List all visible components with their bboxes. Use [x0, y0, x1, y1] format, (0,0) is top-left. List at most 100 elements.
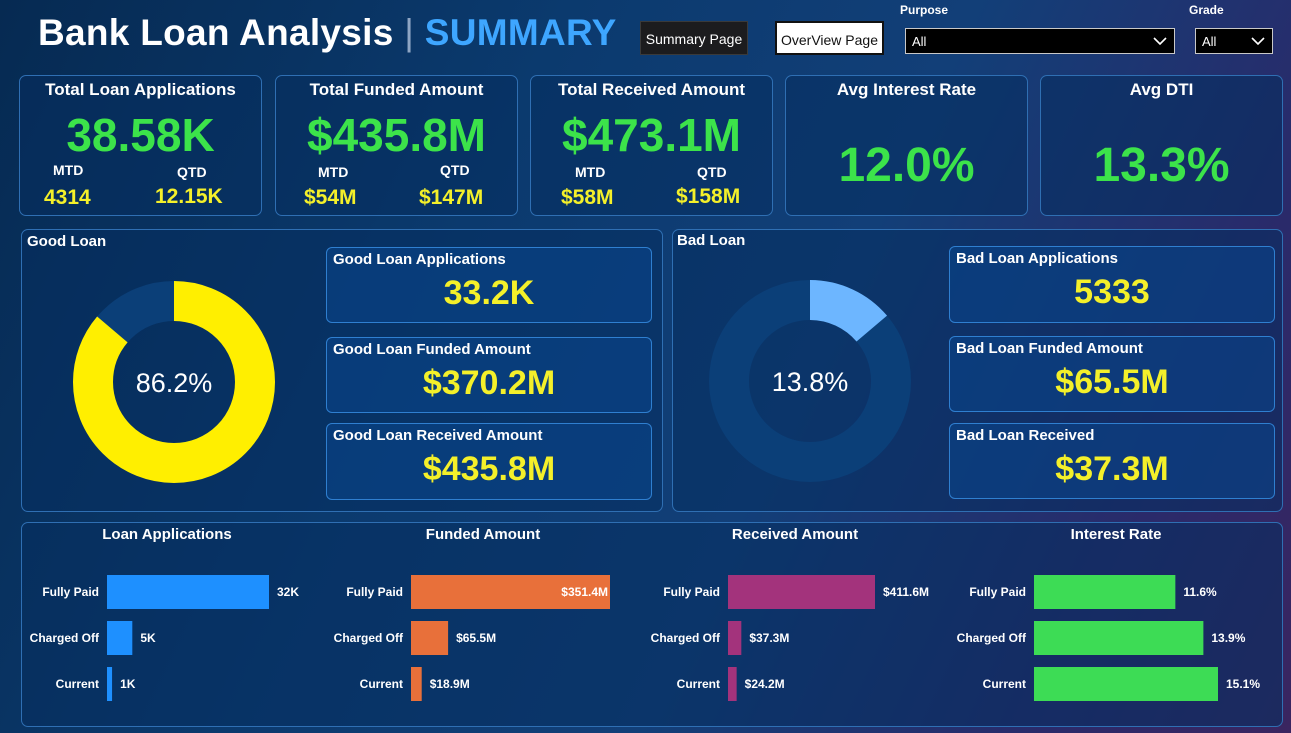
data-label: 15.1% — [1226, 677, 1260, 691]
sub-card-title: Bad Loan Funded Amount — [956, 340, 1143, 357]
data-label: $18.9M — [430, 677, 470, 691]
qtd-value: $147M — [419, 186, 484, 209]
kpi-value: $435.8M — [306, 109, 486, 161]
bar[interactable] — [107, 575, 269, 609]
category-label: Fully Paid — [42, 585, 99, 599]
data-label: 32K — [277, 585, 299, 599]
qtd-value: 12.15K — [155, 185, 223, 208]
mtd-label: MTD — [575, 164, 606, 180]
sub-card-value: $435.8M — [422, 450, 556, 488]
donut-center-label: 13.8% — [772, 367, 849, 397]
kpi-title: Avg DTI — [1129, 80, 1194, 99]
purpose-filter-label: Purpose — [900, 3, 949, 17]
data-label: $351.4M — [561, 585, 608, 599]
title-separator: | — [404, 12, 415, 53]
kpi-value: 38.58K — [66, 109, 215, 161]
kpi-title: Avg Interest Rate — [836, 80, 977, 99]
chart-title: Loan Applications — [102, 526, 232, 543]
sub-card-title: Bad Loan Applications — [956, 250, 1118, 267]
data-label: 1K — [120, 677, 136, 691]
category-label: Fully Paid — [663, 585, 720, 599]
sub-card-value: $370.2M — [422, 364, 556, 402]
category-label: Current — [56, 677, 99, 691]
status-bar-charts: Fully Paid 32K Charged Off 5K Current 1K Fully… — [30, 575, 1260, 701]
bar[interactable] — [1034, 667, 1218, 701]
sub-card-title: Good Loan Received Amount — [333, 427, 543, 444]
data-label: $24.2M — [745, 677, 785, 691]
bad-loan-donut: 13.8% — [709, 280, 911, 482]
kpi-value: 12.0% — [838, 139, 975, 192]
bad-loan-applications-card: Bad Loan Applications 5333 — [949, 246, 1275, 323]
bar[interactable] — [1034, 621, 1204, 655]
sub-card-title: Bad Loan Received — [956, 427, 1095, 444]
sub-card-title: Good Loan Applications — [333, 251, 506, 268]
mtd-value: $54M — [304, 186, 357, 209]
bar[interactable] — [107, 667, 113, 701]
data-label: 13.9% — [1211, 631, 1245, 645]
overview-page-button[interactable]: OverView Page — [775, 21, 884, 55]
bar[interactable] — [728, 621, 742, 655]
sub-card-value: 5333 — [1074, 273, 1150, 311]
donut-fill-ring — [73, 281, 275, 483]
bar[interactable] — [411, 667, 422, 701]
sub-card-value: 33.2K — [443, 274, 535, 312]
grade-filter-label: Grade — [1189, 3, 1224, 17]
donut-fill-ring — [709, 280, 911, 482]
status-charts-panel: Loan Applications Funded Amount Received… — [21, 522, 1283, 727]
good-loan-funded-card: Good Loan Funded Amount $370.2M — [326, 337, 652, 413]
mtd-value: $58M — [561, 186, 614, 209]
panel-title: Good Loan — [27, 233, 107, 250]
kpi-value: 13.3% — [1093, 139, 1230, 192]
mtd-label: MTD — [318, 164, 349, 180]
data-label: 11.6% — [1183, 585, 1217, 599]
title-main: Bank Loan Analysis — [38, 12, 394, 53]
qtd-value: $158M — [676, 185, 741, 208]
purpose-selected-value: All — [912, 34, 927, 49]
category-label: Current — [983, 677, 1026, 691]
chevron-down-icon — [1153, 37, 1167, 46]
kpi-title: Total Loan Applications — [45, 80, 236, 99]
qtd-label: QTD — [177, 164, 207, 180]
bad-loan-funded-card: Bad Loan Funded Amount $65.5M — [949, 336, 1275, 412]
bad-loan-received-card: Bad Loan Received $37.3M — [949, 423, 1275, 499]
bar[interactable] — [107, 621, 133, 655]
data-label: 5K — [140, 631, 156, 645]
good-loan-applications-card: Good Loan Applications 33.2K — [326, 247, 652, 323]
qtd-label: QTD — [440, 162, 470, 178]
chevron-down-icon — [1251, 37, 1265, 46]
category-label: Charged Off — [30, 631, 100, 645]
panel-title: Bad Loan — [677, 232, 746, 249]
mtd-value: 4314 — [44, 186, 91, 209]
bar[interactable] — [728, 667, 737, 701]
title-accent: SUMMARY — [424, 12, 617, 53]
bar[interactable] — [728, 575, 875, 609]
bar[interactable] — [411, 575, 610, 609]
summary-page-button[interactable]: Summary Page — [640, 21, 748, 55]
kpi-card-avg-interest: Avg Interest Rate 12.0% — [785, 75, 1028, 216]
data-label: $411.6M — [883, 585, 929, 599]
donut-center-label: 86.2% — [136, 368, 213, 398]
purpose-dropdown[interactable]: All — [905, 28, 1175, 54]
good-loan-donut: 86.2% — [73, 281, 275, 483]
data-label: $65.5M — [456, 631, 496, 645]
chart-title: Interest Rate — [1070, 526, 1162, 543]
kpi-title: Total Funded Amount — [309, 80, 484, 99]
sub-card-value: $37.3M — [1055, 450, 1169, 488]
mtd-label: MTD — [53, 162, 84, 178]
category-label: Fully Paid — [969, 585, 1026, 599]
chart-title: Funded Amount — [425, 526, 541, 543]
data-label: $37.3M — [749, 631, 789, 645]
kpi-card-total-received: Total Received Amount $473.1M MTD QTD $5… — [530, 75, 773, 216]
good-loan-panel: Good Loan 86.2% Good Loan Applications 3… — [21, 229, 663, 512]
chart-title: Received Amount — [731, 526, 859, 543]
page-title: Bank Loan Analysis | SUMMARY — [38, 12, 617, 54]
good-loan-received-card: Good Loan Received Amount $435.8M — [326, 423, 652, 500]
qtd-label: QTD — [697, 164, 727, 180]
category-label: Fully Paid — [346, 585, 403, 599]
grade-dropdown[interactable]: All — [1195, 28, 1273, 54]
kpi-card-avg-dti: Avg DTI 13.3% — [1040, 75, 1283, 216]
bar[interactable] — [411, 621, 449, 655]
category-label: Charged Off — [334, 631, 404, 645]
kpi-card-total-applications: Total Loan Applications 38.58K MTD QTD 4… — [19, 75, 262, 216]
bar[interactable] — [1034, 575, 1176, 609]
